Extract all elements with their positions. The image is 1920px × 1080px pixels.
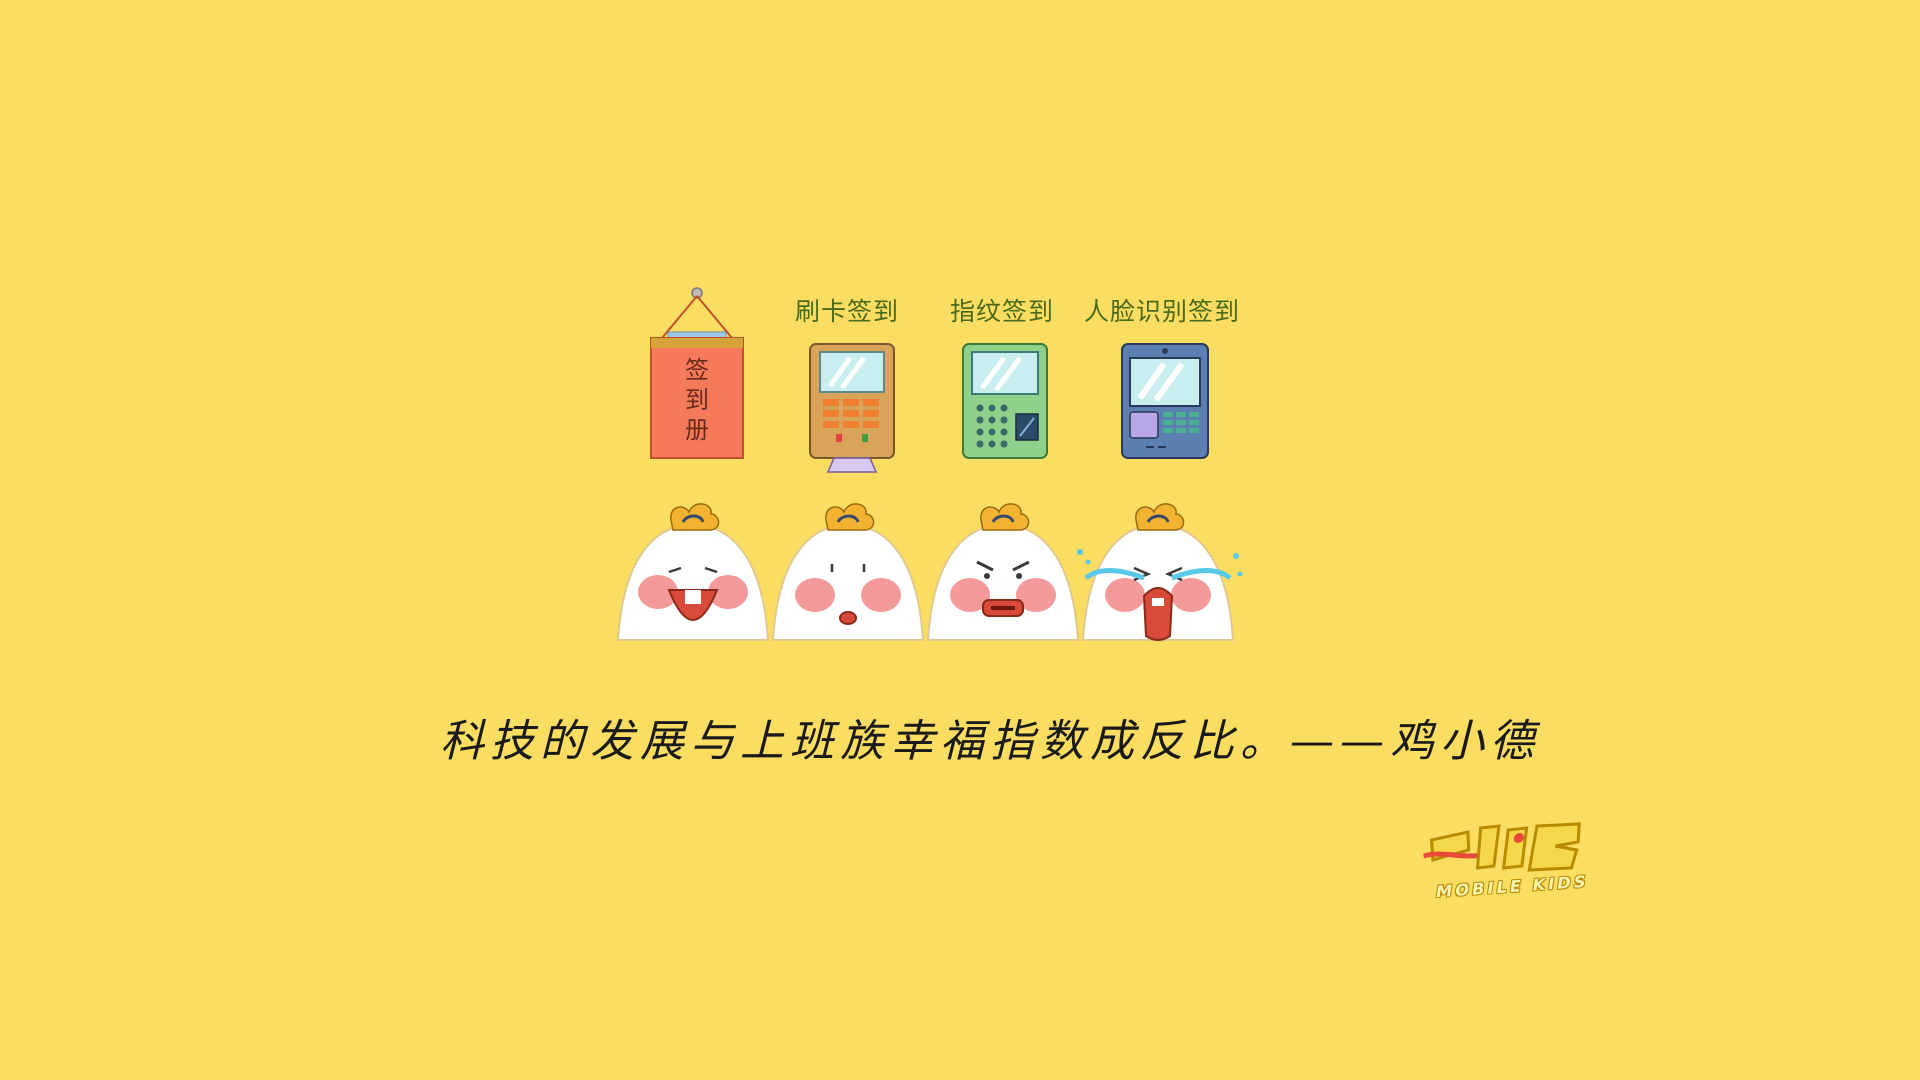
- fingerprint-signin-label: 指纹签到: [950, 297, 1055, 326]
- sign-in-register-icon: 签 到 册: [650, 287, 744, 459]
- logo: MOBILE KIDS: [1425, 815, 1605, 910]
- mobile-kids-logo-icon: [1423, 822, 1581, 872]
- quote-text: 科技的发展与上班族幸福指数成反比。——鸡小德: [440, 716, 1540, 767]
- register-char-2: 到: [685, 386, 709, 414]
- crying-face-icon: [1077, 503, 1243, 641]
- card-reader-icon: [809, 343, 895, 473]
- face-signin-label: 人脸识别签到: [1084, 297, 1241, 326]
- face-recognition-icon: [1121, 343, 1209, 459]
- fingerprint-scanner-icon: [962, 343, 1048, 459]
- register-char-3: 册: [685, 416, 709, 444]
- logo-text: MOBILE KIDS: [1434, 871, 1590, 902]
- calm-face-icon: [771, 503, 925, 641]
- laughing-face-icon: [616, 503, 770, 641]
- angry-face-icon: [926, 503, 1080, 641]
- register-char-1: 签: [685, 356, 709, 384]
- card-signin-label: 刷卡签到: [795, 297, 900, 326]
